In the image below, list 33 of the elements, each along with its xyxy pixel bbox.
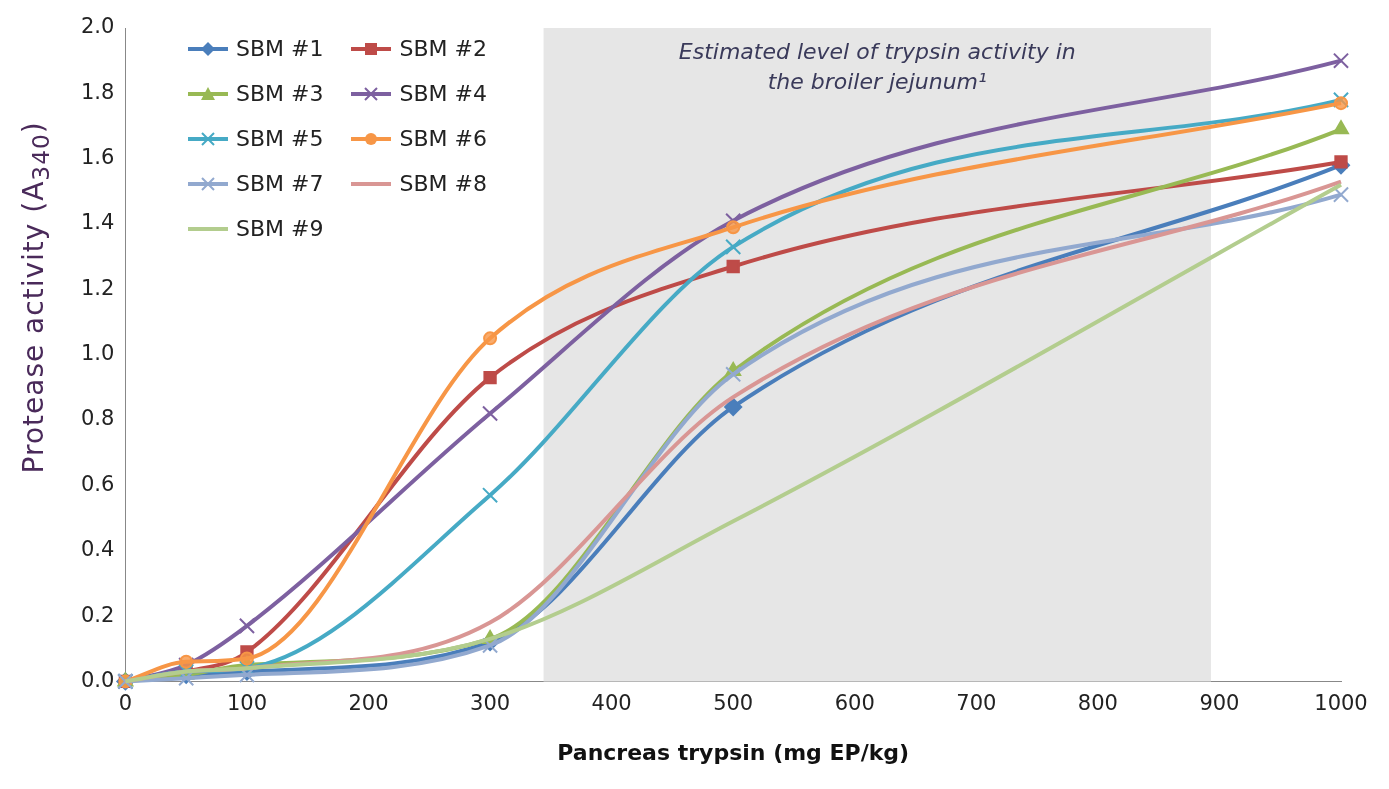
x-tick-label: 700 <box>956 691 997 716</box>
x-tick-label: 300 <box>470 691 511 716</box>
legend-label: SBM #8 <box>399 171 487 196</box>
x-tick-label: 400 <box>591 691 632 716</box>
legend-label: SBM #7 <box>236 171 324 196</box>
x-tick-label: 0 <box>118 691 133 716</box>
y-tick-label: 1.4 <box>80 210 115 235</box>
legend-label: SBM #6 <box>399 126 487 151</box>
legend-label: SBM #3 <box>236 81 324 106</box>
y-tick-label: 0.2 <box>80 602 115 627</box>
y-tick-label: 1.2 <box>80 275 115 300</box>
x-tick-label: 900 <box>1199 691 1240 716</box>
y-tick-label: 0.8 <box>80 406 115 431</box>
y-tick-label: 0.0 <box>80 667 115 692</box>
y-tick-label: 0.4 <box>80 537 115 562</box>
legend-label: SBM #5 <box>236 126 324 151</box>
y-tick-label: 1.6 <box>80 145 115 170</box>
y-tick-label: 2.0 <box>80 14 115 39</box>
y-tick-label: 0.6 <box>80 471 115 496</box>
x-tick-label: 800 <box>1077 691 1118 716</box>
legend-label: SBM #9 <box>236 216 324 241</box>
legend-label: SBM #2 <box>399 36 487 61</box>
x-tick-label: 100 <box>226 691 267 716</box>
x-tick-label: 500 <box>713 691 754 716</box>
band-label: Estimated level of trypsin activity in the broiler jejunum¹ <box>678 38 1076 94</box>
x-tick-label: 200 <box>348 691 389 716</box>
y-tick-label: 1.0 <box>80 341 115 366</box>
legend-label: SBM #1 <box>236 36 324 61</box>
x-tick-label: 1000 <box>1314 691 1368 716</box>
x-tick-label: 600 <box>834 691 875 716</box>
x-axis-title: Pancreas trypsin (mg EP/kg) <box>557 739 910 765</box>
legend-label: SBM #4 <box>399 81 487 106</box>
y-tick-label: 1.8 <box>80 79 115 104</box>
